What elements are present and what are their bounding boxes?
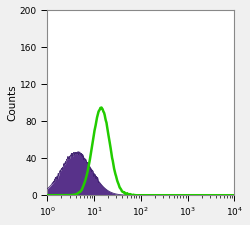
Y-axis label: Counts: Counts (7, 85, 17, 121)
